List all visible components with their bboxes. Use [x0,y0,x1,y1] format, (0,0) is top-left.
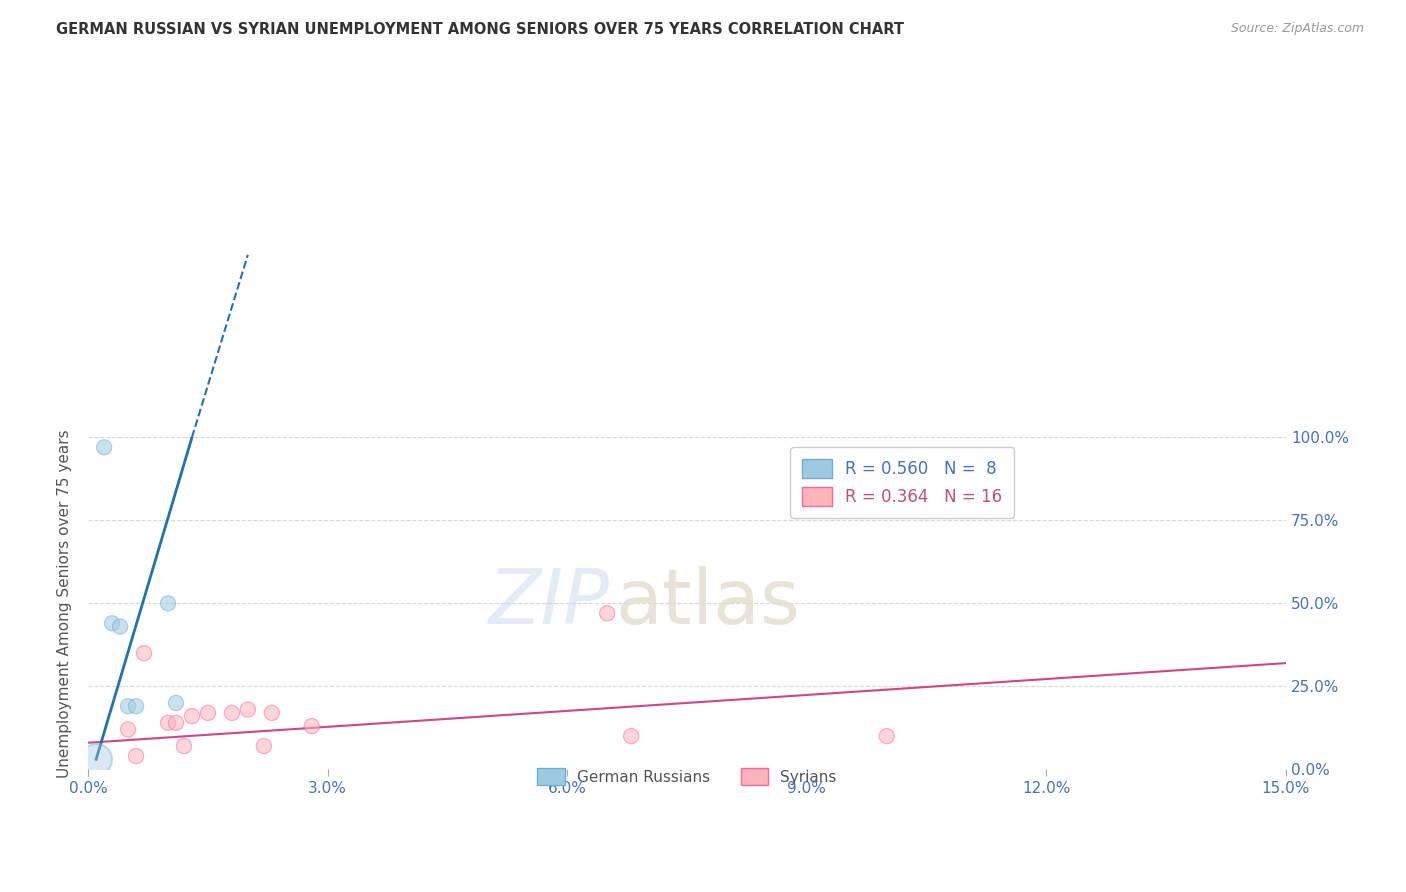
Text: GERMAN RUSSIAN VS SYRIAN UNEMPLOYMENT AMONG SENIORS OVER 75 YEARS CORRELATION CH: GERMAN RUSSIAN VS SYRIAN UNEMPLOYMENT AM… [56,22,904,37]
Point [221,706,243,720]
Text: atlas: atlas [616,566,800,640]
Point [165,696,187,710]
Point [236,702,259,716]
Point [84,752,107,766]
Point [125,699,148,714]
Point [173,739,195,753]
Point [253,739,276,753]
Y-axis label: Unemployment Among Seniors over 75 years: Unemployment Among Seniors over 75 years [58,429,72,778]
Point [132,646,155,660]
Point [260,706,283,720]
Point [156,715,179,730]
Point [620,729,643,743]
Point [197,706,219,720]
Point [181,709,204,723]
Point [301,719,323,733]
Text: ZIP: ZIP [488,566,609,640]
Point [165,715,187,730]
Point [876,729,898,743]
Point [101,616,124,631]
Text: Source: ZipAtlas.com: Source: ZipAtlas.com [1230,22,1364,36]
Point [108,619,131,633]
Point [117,699,139,714]
Point [125,749,148,764]
Point [156,596,179,610]
Point [93,440,115,454]
Legend: German Russians, Syrians: German Russians, Syrians [531,762,844,791]
Point [117,723,139,737]
Point [596,607,619,621]
